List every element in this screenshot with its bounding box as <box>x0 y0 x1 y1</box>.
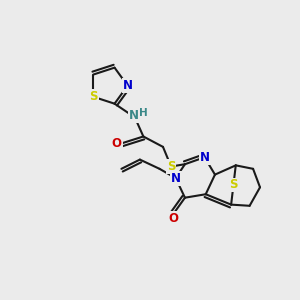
Text: O: O <box>112 137 122 150</box>
Text: S: S <box>167 160 175 173</box>
Text: H: H <box>139 108 147 118</box>
Text: O: O <box>168 212 178 225</box>
Text: S: S <box>229 178 238 191</box>
Text: S: S <box>89 90 98 103</box>
Text: N: N <box>200 151 210 164</box>
Text: N: N <box>171 172 181 184</box>
Text: N: N <box>129 109 139 122</box>
Text: N: N <box>123 79 133 92</box>
